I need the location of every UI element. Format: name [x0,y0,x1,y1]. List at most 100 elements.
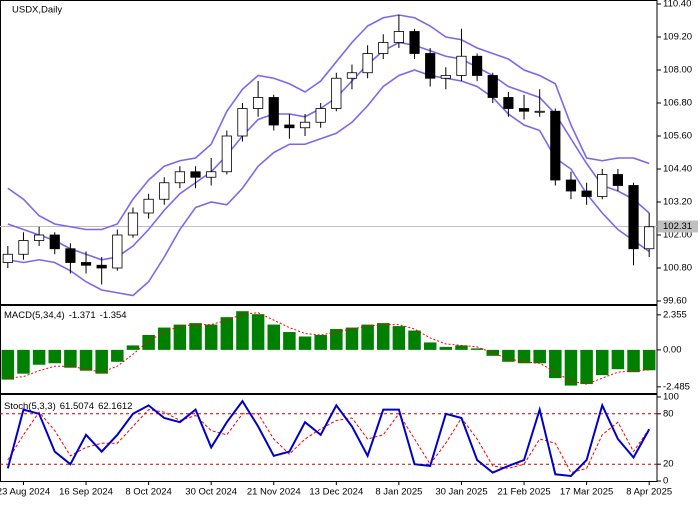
macd-bar [502,349,515,362]
macd-bar [627,349,640,373]
candle-body [127,212,139,236]
macd-bar [17,349,30,374]
x-tick-label: 30 Jan 2025 [435,487,487,498]
candle-body [2,253,13,263]
candle-body [425,53,436,79]
y-tick-label: 80 [663,408,674,419]
candle-body [80,262,92,266]
indicator-name: MACD(5,34,4) [4,310,65,321]
candle-body [597,174,608,197]
x-tick-label: 8 Jan 2025 [375,487,422,498]
current-price-box [658,220,698,233]
macd-bar [95,349,108,374]
y-tick-label: 20 [663,459,674,470]
macd-bar [611,349,625,370]
candle-body [409,31,420,54]
indicator-name: Stoch(5,3,3) [4,401,56,412]
y-tick-label: 108.00 [663,65,692,76]
macd-bar [267,324,281,350]
candle-body [112,234,123,269]
macd-bar [1,349,15,380]
candle-body [440,75,451,79]
macd-signal-line [7,312,650,385]
macd-bar [361,324,374,350]
macd-bar [157,327,171,350]
macd-bar [564,349,578,386]
y-tick-label: 99.60 [663,296,687,307]
macd-bar [580,349,593,385]
macd-bar [595,349,609,376]
stoch-main-line [6,399,651,478]
macd-bar [126,345,140,350]
candle-body [174,171,185,184]
macd-bar [204,324,218,350]
macd-bar [298,336,312,350]
panel-frame [0,0,658,305]
y-tick-label: -2.485 [663,381,690,392]
macd-bar [142,335,155,350]
macd-bar [79,349,93,371]
macd-bar [111,349,124,362]
candle-body [331,77,342,109]
candle-body [612,174,623,186]
macd-bar [455,345,468,350]
candle-body [237,108,248,137]
x-tick-label: 8 Oct 2024 [125,487,171,498]
x-tick-label: 21 Nov 2024 [247,487,301,498]
indicator-last-value: 61.5074 [60,401,94,412]
candle-body [159,182,170,200]
candle-body [472,55,483,76]
panel-frame [0,394,658,482]
indicator-last-value: -1.354 [100,310,127,321]
macd-bar [64,349,77,368]
candle-body [518,108,530,112]
macd-bar [220,317,234,350]
macd-bar [376,323,390,350]
x-tick-label: 23 Aug 2024 [0,487,50,498]
x-tick-label: 13 Dec 2024 [309,487,363,498]
macd-bar [533,349,546,364]
macd-bar [330,329,343,350]
macd-bar [32,349,46,365]
candle-body [190,171,201,178]
y-tick-label: 103.20 [663,197,692,208]
y-tick-label: 2.355 [663,309,687,320]
candle-body [315,108,326,123]
bollinger-band [7,14,650,231]
x-tick-label: 16 Sep 2024 [59,487,113,498]
macd-bar [189,323,202,350]
candle-body [221,135,232,173]
macd-bar [345,327,359,350]
macd-bar [48,349,62,364]
macd-bar [392,326,406,350]
indicator-title: Stoch(5,3,3) 61.5074 62.1612 [4,401,132,412]
candle-body [268,97,279,126]
candle-body [34,234,45,241]
macd-bar [423,342,437,350]
macd-bar [517,349,531,364]
bollinger-band [7,69,650,297]
candle-body [378,42,389,54]
macd-bar [439,346,453,350]
macd-bar [408,330,421,350]
y-tick-label: 105.60 [663,131,692,142]
chart-title: USDX,Daily [12,5,62,16]
candle-body [65,248,76,263]
macd-bar [470,348,484,350]
current-price-label: 102.31 [663,221,692,232]
indicator-title: MACD(5,34,4) -1.371 -1.354 [4,310,127,321]
macd-bar [251,314,265,350]
y-tick-label: 100.80 [663,263,692,274]
macd-bar [173,324,187,350]
macd-bar [283,332,296,350]
y-tick-label: 0.00 [663,344,682,355]
y-tick-label: 110.40 [663,0,691,10]
indicator-last-value: 62.1612 [98,401,132,412]
candle-body [565,179,577,192]
macd-bar [549,349,562,379]
macd-bar [236,311,249,350]
macd-bar [642,349,656,371]
y-tick-label: 109.20 [663,32,692,43]
x-tick-label: 30 Oct 2024 [185,487,237,498]
